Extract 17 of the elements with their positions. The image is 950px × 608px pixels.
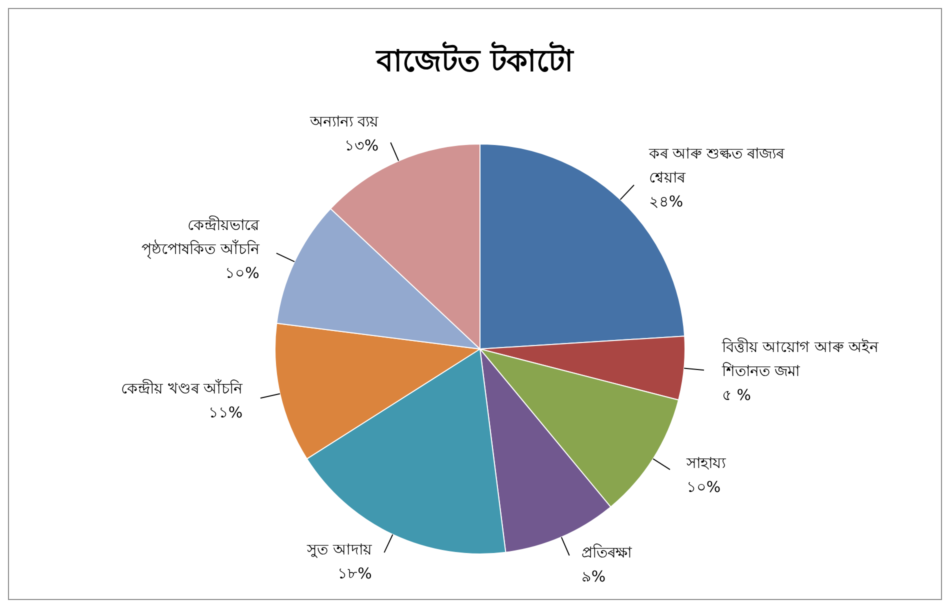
data-label: ১০% — [225, 264, 260, 282]
slice-label: সুত আদায় — [306, 540, 373, 559]
data-label: ১১% — [208, 403, 243, 422]
data-label: ১০% — [686, 478, 721, 496]
data-label: ১৮% — [338, 564, 372, 583]
slice-label: কেন্দ্ৰীয় খণ্ডৰ আঁচনি — [121, 379, 244, 398]
slice-label: কৰ আৰু শুল্কত ৰাজ্যৰ শ্বেয়াৰ — [648, 144, 786, 187]
slice-label: সাহায্য — [685, 454, 726, 472]
slice-label: বিত্তীয় আয়োগ আৰু অইন শিতানত জমা — [720, 338, 880, 380]
slice-label: অন্যান্য ব্যয় — [308, 112, 380, 130]
slice-label: প্ৰতিৰক্ষা — [581, 544, 632, 562]
data-label: ১৩% — [344, 136, 379, 154]
slice-label: কেন্দ্ৰীয়ভাৱে পৃষ্ঠপোষকিত আঁচনি — [142, 216, 260, 259]
data-label: ২৪% — [648, 192, 684, 211]
data-label: ৫ % — [722, 386, 751, 404]
data-label: ৯% — [581, 568, 606, 586]
chart-title: বাজেটত টকাটো — [374, 40, 576, 81]
